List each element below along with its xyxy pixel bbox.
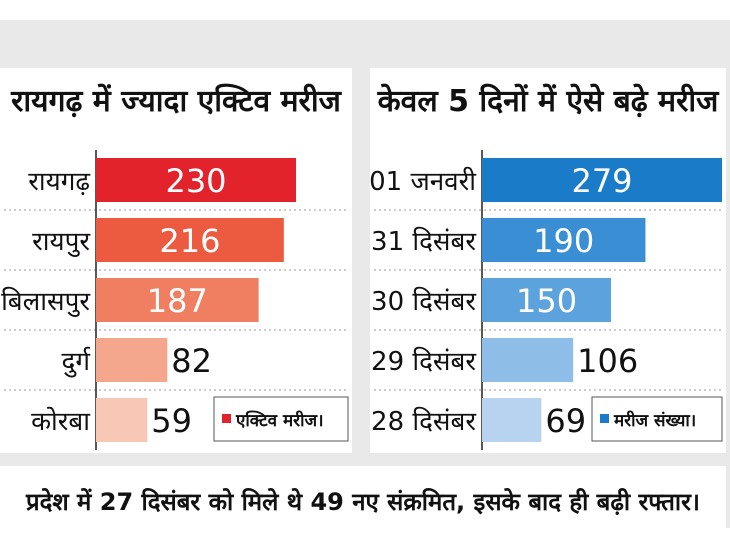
category-label-2: 30 दिसंबर [371,286,477,317]
value-label-2: 187 [147,282,208,320]
left-chart-title: रायगढ़ में ज्यादा एक्टिव मरीज [11,84,341,119]
category-label-2: बिलासपुर [1,286,91,317]
value-label-4: 59 [151,402,192,440]
left-panel: रायगढ़ में ज्यादा एक्टिव मरीज रायगढ़ 230 र… [0,68,352,453]
category-label-1: रायपुर [32,227,91,257]
right-bar-chart: 01 जनवरी 279 31 दिसंबर 190 30 दिसंबर 150 29 दि… [370,150,723,450]
legend-box [213,396,349,442]
value-label-3: 82 [171,342,212,380]
value-label-0: 279 [571,162,632,200]
right-panel: केवल 5 दिनों में ऐसे बढ़े मरीज 01 जनवरी 2… [370,68,726,453]
infographic: रायगढ़ में ज्यादा एक्टिव मरीज रायगढ़ 230 र… [0,20,730,538]
bar-4 [96,398,148,442]
bar-0 [96,158,296,202]
left-bar-chart: रायगढ़ 230 रायपुर 216 बिलासपुर 187 दुर्ग 82 कोरब… [1,150,349,450]
legend-swatch [222,414,231,423]
category-label-0: रायगढ़ [28,167,90,197]
value-label-1: 190 [533,222,594,260]
bar-2 [96,278,259,322]
category-label-3: दुर्ग [62,346,91,378]
bar-0 [482,158,722,202]
category-label-4: 28 दिसंबर [371,406,477,437]
category-label-4: कोरबा [31,406,91,437]
bar-2 [482,278,612,322]
footer-note: प्रदेश में 27 दिसंबर को मिले थे 49 नए सं… [0,466,726,538]
legend-label: मरीज संख्या। [613,410,696,431]
bar-1 [482,218,646,262]
value-label-0: 230 [165,162,226,200]
value-label-4: 69 [545,402,586,440]
value-label-3: 106 [577,342,638,380]
bar-1 [96,218,284,262]
category-label-0: 01 जनवरी [370,166,477,197]
legend-swatch [600,414,609,423]
bar-4 [482,398,542,442]
category-label-1: 31 दिसंबर [371,226,477,257]
legend-box [591,396,723,442]
value-label-2: 150 [516,282,577,320]
value-label-1: 216 [159,222,220,260]
bar-3 [482,338,574,382]
bar-3 [96,338,168,382]
category-label-3: 29 दिसंबर [371,346,477,377]
legend-label: एक्टिव मरीज। [235,410,324,431]
right-chart-title: केवल 5 दिनों में ऐसे बढ़े मरीज [377,84,719,119]
